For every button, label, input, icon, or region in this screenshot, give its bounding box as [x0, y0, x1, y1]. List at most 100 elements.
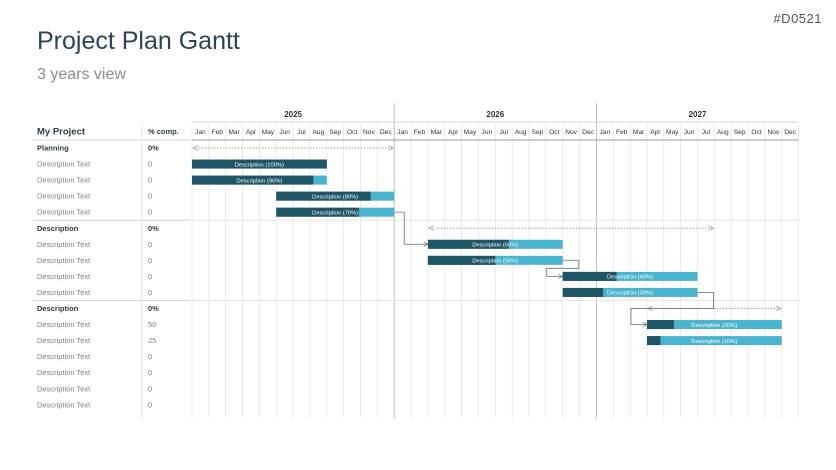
bar-remaining — [562, 287, 698, 297]
dependency-connector — [394, 211, 428, 244]
bar-label: Description (50%) — [472, 259, 518, 265]
month-tick-label: Sep — [734, 129, 746, 136]
task-label: Description Text — [37, 192, 91, 201]
task-label: Description Text — [37, 160, 91, 169]
percent-value: 0 — [148, 240, 152, 249]
month-tick-label: Aug — [717, 129, 729, 136]
year-label: 2025 — [284, 110, 302, 119]
task-label: Description Text — [37, 208, 91, 217]
task-label: Description Text — [37, 320, 91, 329]
percent-value: 0 — [148, 368, 152, 377]
bar-label: Description (30%) — [607, 291, 653, 297]
bar-remaining — [646, 320, 782, 330]
task-label: Description Text — [37, 400, 91, 409]
group-label: Description — [37, 224, 79, 233]
slide-id: #D0521 — [773, 11, 822, 26]
dependency-connector — [546, 259, 580, 276]
percent-value: 0 — [148, 384, 152, 393]
month-tick-label: Apr — [448, 129, 459, 136]
percent-value: 0 — [148, 256, 152, 265]
month-tick-label: Mar — [633, 129, 645, 136]
month-tick-label: Dec — [380, 129, 392, 136]
month-tick-label: Sep — [329, 129, 341, 136]
month-tick-label: Oct — [751, 129, 761, 136]
task-label: Description Text — [37, 336, 91, 345]
month-tick-label: Apr — [650, 129, 661, 136]
percent-column-header: % comp. — [148, 127, 179, 136]
month-tick-label: Feb — [414, 129, 426, 136]
percent-value: 0 — [148, 400, 152, 409]
month-tick-label: Nov — [767, 129, 779, 136]
month-tick-label: Jun — [684, 129, 695, 136]
month-tick-label: May — [666, 129, 679, 136]
percent-value: 50 — [148, 320, 156, 329]
percent-value: 0% — [148, 304, 159, 313]
bar-progress — [192, 159, 327, 169]
month-tick-label: May — [464, 129, 477, 136]
year-label: 2027 — [689, 110, 707, 119]
month-tick-label: Jul — [702, 129, 711, 136]
task-label: Description Text — [37, 240, 91, 249]
month-tick-label: Dec — [582, 129, 594, 136]
task-label: Description Text — [37, 384, 91, 393]
month-tick-label: Jan — [397, 129, 408, 136]
month-tick-label: Aug — [313, 129, 325, 136]
month-tick-label: Mar — [431, 129, 443, 136]
month-tick-label: Aug — [515, 129, 527, 136]
month-tick-label: Jun — [279, 129, 290, 136]
bar-label: Description (40%) — [607, 275, 653, 281]
group-label: Planning — [37, 144, 69, 153]
bar-progress — [562, 287, 604, 297]
bar-progress — [646, 336, 661, 346]
task-label: Description Text — [37, 368, 91, 377]
month-tick-label: Jul — [500, 129, 509, 136]
task-label: Description Text — [37, 176, 91, 185]
bar-label: Description (20%) — [691, 323, 737, 329]
percent-value: 25 — [148, 336, 156, 345]
month-tick-label: Nov — [363, 129, 375, 136]
bar-label: Description (10%) — [691, 339, 737, 345]
month-tick-label: Jul — [297, 129, 306, 136]
bar-remaining — [646, 336, 782, 346]
month-tick-label: Sep — [532, 129, 544, 136]
page-subtitle: 3 years view — [37, 66, 126, 83]
month-tick-label: Oct — [549, 129, 559, 136]
dependency-connector — [630, 292, 714, 324]
bar-progress — [276, 191, 371, 201]
month-tick-label: Nov — [565, 129, 577, 136]
month-tick-label: Feb — [212, 129, 224, 136]
bar-progress — [646, 320, 674, 330]
bar-remaining — [562, 271, 698, 281]
bar-label: Description (70%) — [312, 210, 358, 216]
bar-label: Description (60%) — [472, 243, 518, 249]
bar-progress — [427, 255, 496, 265]
percent-value: 0 — [148, 160, 152, 169]
month-tick-label: Dec — [784, 129, 796, 136]
task-label: Description Text — [37, 288, 91, 297]
month-tick-label: Jun — [482, 129, 493, 136]
bar-label: Description (100%) — [235, 162, 284, 168]
percent-value: 0 — [148, 176, 152, 185]
bar-label: Description (90%) — [236, 178, 282, 184]
project-column-header: My Project — [37, 127, 86, 138]
year-label: 2026 — [486, 110, 504, 119]
bar-progress — [427, 239, 509, 249]
percent-value: 0 — [148, 192, 152, 201]
percent-value: 0 — [148, 208, 152, 217]
task-label: Description Text — [37, 256, 91, 265]
bar-progress — [192, 175, 314, 185]
percent-value: 0 — [148, 288, 152, 297]
percent-value: 0% — [148, 224, 159, 233]
percent-value: 0% — [148, 144, 159, 153]
task-label: Description Text — [37, 352, 91, 361]
month-tick-label: Apr — [246, 129, 257, 136]
month-tick-label: Feb — [616, 129, 628, 136]
task-label: Description Text — [37, 272, 91, 281]
bar-progress — [562, 271, 617, 281]
month-tick-label: Mar — [228, 129, 240, 136]
page-title: Project Plan Gantt — [37, 27, 240, 55]
month-tick-label: May — [262, 129, 275, 136]
bar-label: Description (80%) — [312, 194, 358, 200]
bar-progress — [276, 207, 359, 217]
